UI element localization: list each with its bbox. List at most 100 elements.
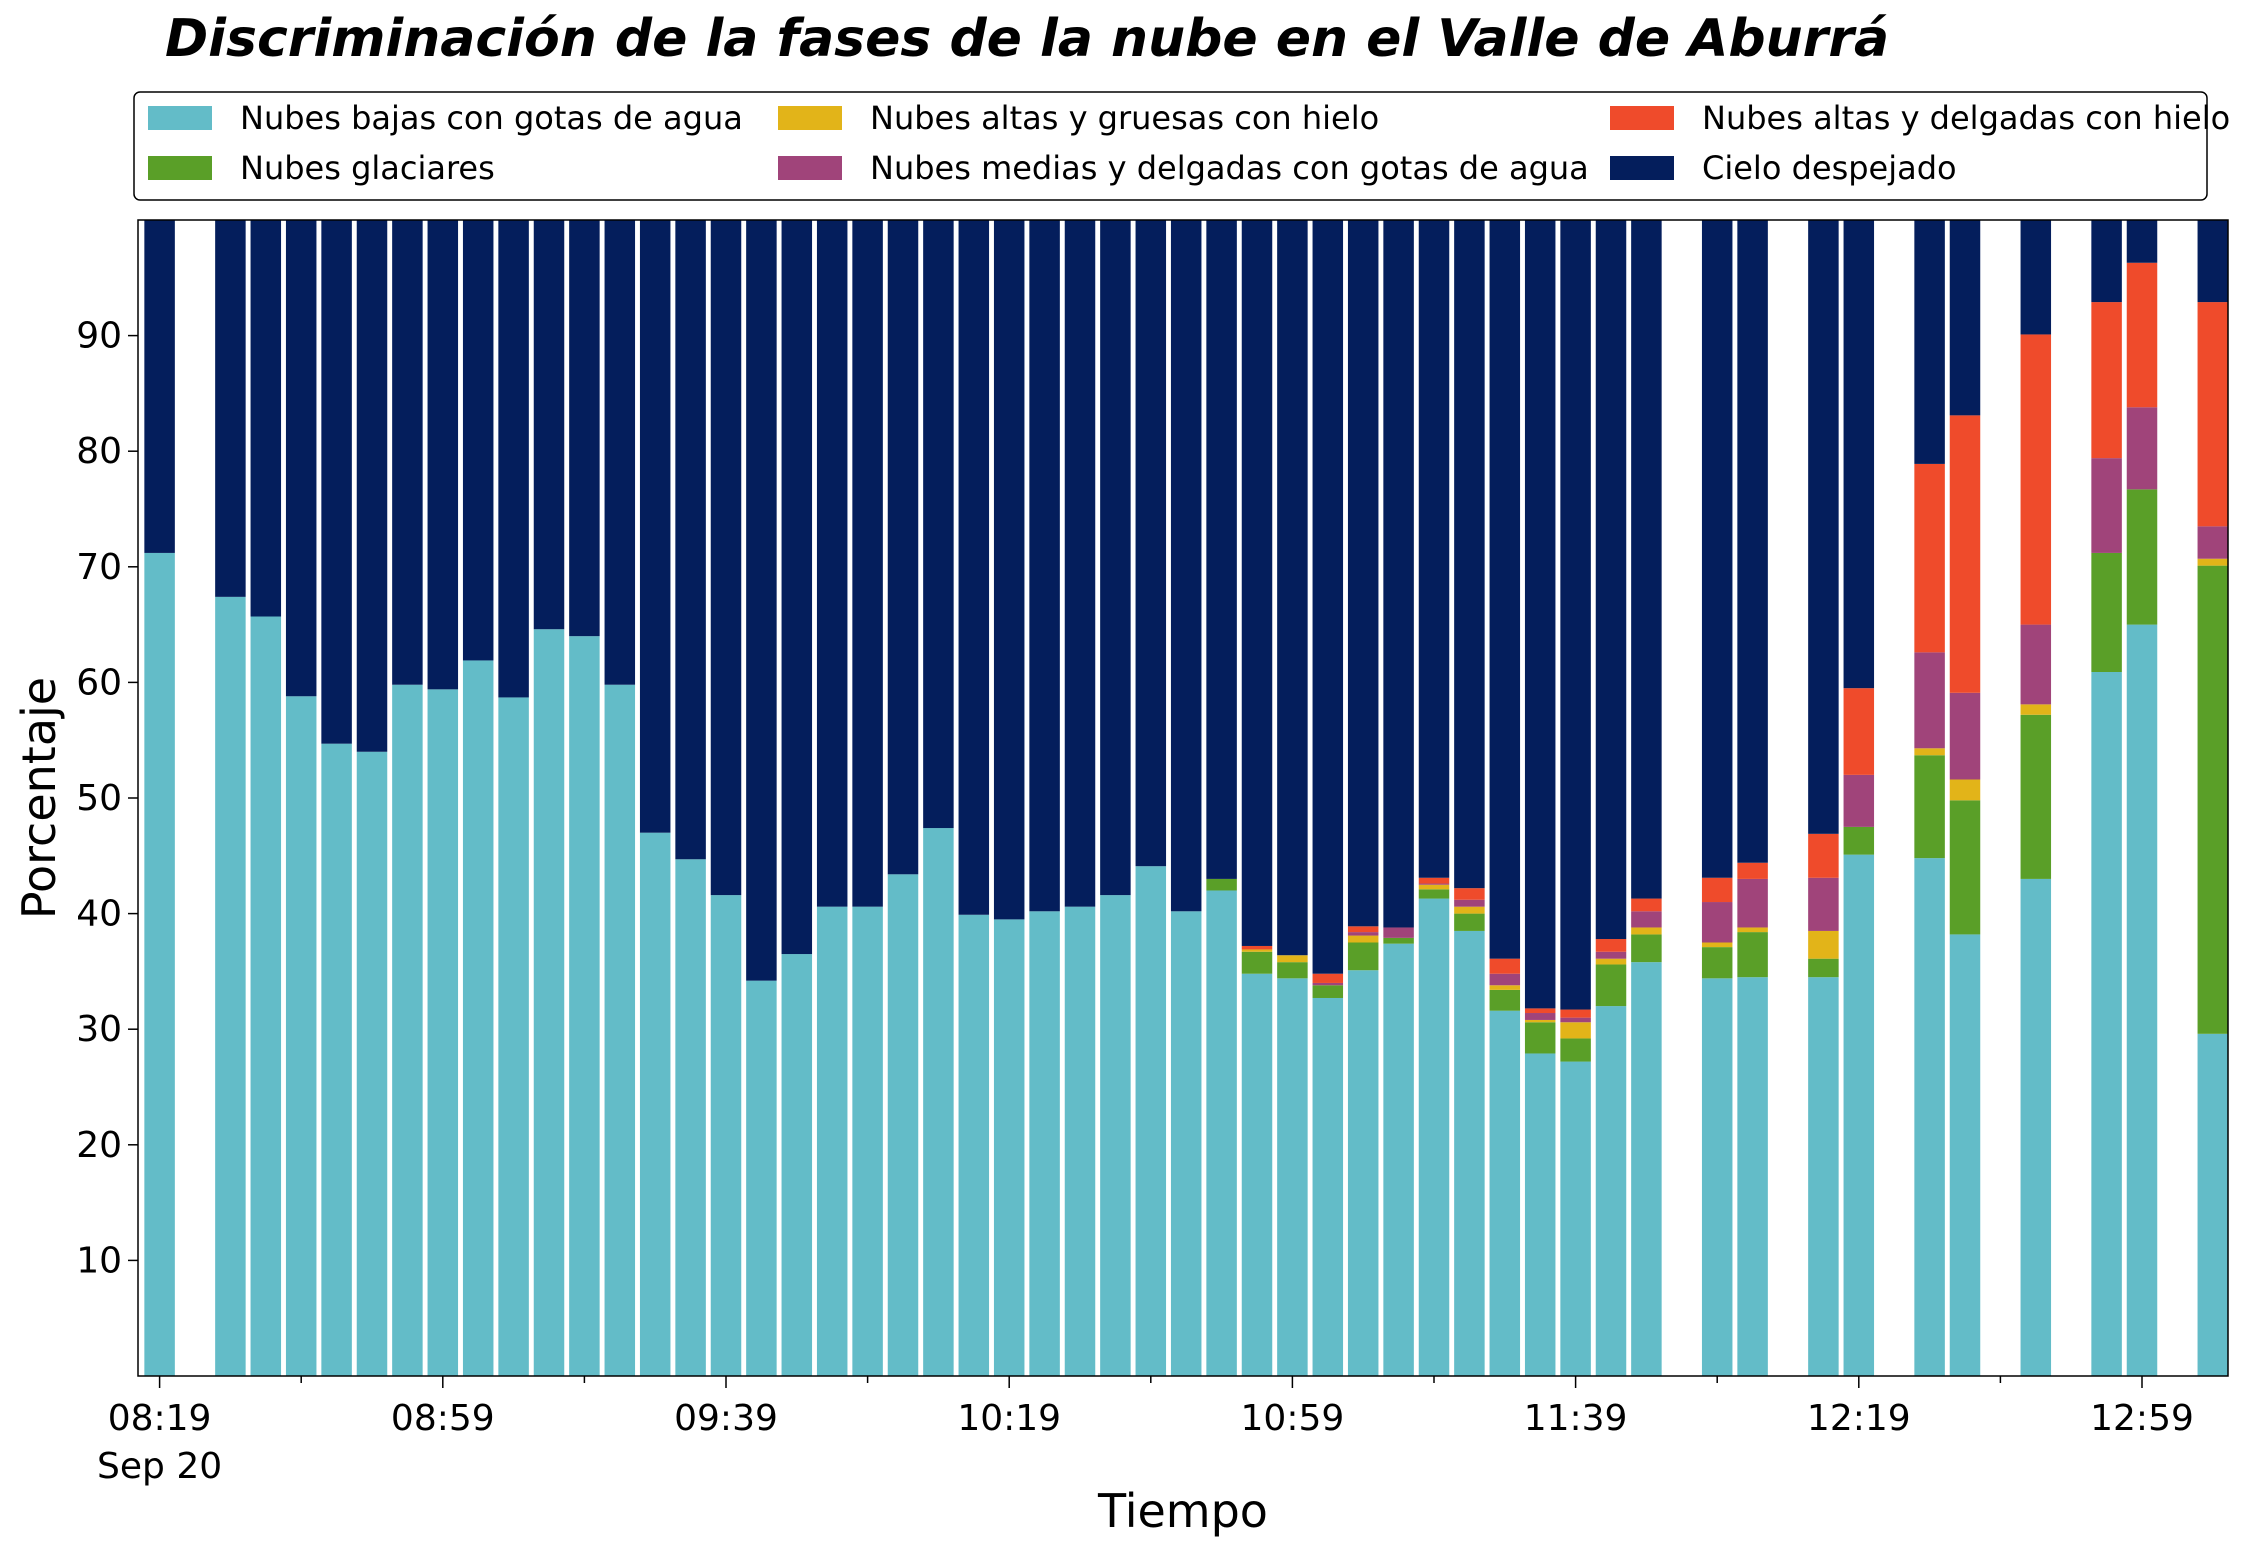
legend-label: Nubes medias y delgadas con gotas de agu…	[870, 149, 1589, 187]
bar-segment-glaciares	[2091, 552, 2122, 672]
y-tick-label: 80	[76, 431, 122, 472]
bar-segment-medias	[1595, 951, 1627, 959]
bar-segment-altas_delgadas	[1312, 973, 1344, 983]
bar-segment-bajas	[993, 919, 1025, 1376]
bar-segment-bajas	[1383, 943, 1414, 1376]
bar-segment-bajas	[1489, 1010, 1521, 1376]
bar-segment-despejado	[1737, 220, 1768, 863]
bar-segment-bajas	[1135, 866, 1167, 1376]
bar-segment-bajas	[2020, 878, 2052, 1376]
bar-segment-altas_delgadas	[1489, 958, 1521, 974]
bar-segment-bajas	[746, 980, 777, 1376]
bar-segment-despejado	[887, 220, 919, 875]
bar-segment-despejado	[462, 220, 494, 661]
bar-segment-despejado	[923, 220, 954, 829]
bar-segment-medias	[1489, 973, 1521, 986]
bar-segment-despejado	[1914, 220, 1945, 464]
bar-segment-bajas	[675, 859, 706, 1376]
bar-segment-despejado	[2197, 220, 2229, 303]
bar-segment-altas_gruesas	[1949, 779, 1981, 801]
bar-segment-medias	[1347, 932, 1379, 936]
bar-segment-glaciares	[2126, 489, 2158, 625]
legend-swatch	[778, 106, 842, 130]
bar-segment-bajas	[1241, 973, 1273, 1376]
bar-segment-bajas	[427, 689, 459, 1376]
bar-segment-glaciares	[1701, 947, 1733, 979]
bar-segment-bajas	[1170, 911, 1202, 1376]
bar-segment-altas_delgadas	[1631, 898, 1662, 912]
bar-segment-despejado	[250, 220, 282, 617]
bar-segment-altas_delgadas	[1843, 688, 1875, 775]
bar-segment-despejado	[215, 220, 246, 597]
legend: Nubes bajas con gotas de agua Nubes altas…	[133, 91, 2230, 201]
x-tick-label: 12:19	[1807, 1398, 1911, 1439]
bar-segment-bajas	[1347, 970, 1379, 1376]
bar-segment-despejado	[1701, 220, 1733, 878]
bar-segment-bajas	[958, 914, 990, 1376]
bar-segment-bajas	[887, 874, 919, 1376]
bar-segment-glaciares	[1241, 951, 1273, 974]
bar-segment-glaciares	[1489, 989, 1521, 1011]
bar-segment-medias	[1560, 1017, 1591, 1023]
x-axis-label: Tiempo	[1097, 1484, 1268, 1538]
bar-segment-glaciares	[1737, 932, 1768, 978]
bar-segment-glaciares	[1347, 942, 1379, 971]
bar-segment-altas_delgadas	[1914, 463, 1945, 653]
bar-segment-despejado	[675, 220, 706, 860]
bar-segment-medias	[1418, 883, 1450, 885]
bar-segment-despejado	[1277, 220, 1308, 956]
bar-segment-despejado	[1383, 220, 1414, 928]
bar-segment-bajas	[852, 906, 883, 1376]
bar-segment-altas_delgadas	[1737, 862, 1768, 879]
bar-segment-despejado	[1170, 220, 1202, 912]
legend-swatch	[1610, 106, 1674, 130]
bar-segment-despejado	[1029, 220, 1060, 912]
bar-segment-despejado	[710, 220, 742, 896]
y-tick-label: 60	[76, 662, 122, 703]
bar-segment-bajas	[923, 828, 954, 1376]
bar-segment-altas_delgadas	[1241, 945, 1273, 950]
bar-segment-despejado	[993, 220, 1025, 920]
bar-segment-bajas	[2091, 672, 2122, 1376]
y-axis-label: Porcentaje	[12, 677, 66, 919]
bar-segment-despejado	[852, 220, 883, 907]
x-tick-label: 12:59	[2090, 1398, 2194, 1439]
bar-segment-despejado	[1206, 220, 1237, 879]
bar-segment-bajas	[710, 895, 742, 1376]
bar-segment-altas_delgadas	[1701, 877, 1733, 903]
bar-segment-altas_gruesas	[1524, 1019, 1556, 1023]
y-tick-label: 50	[76, 778, 122, 819]
bar-segment-bajas	[1312, 997, 1344, 1376]
bar-segment-despejado	[1595, 220, 1627, 940]
legend-label: Nubes altas y delgadas con hielo	[1702, 99, 2230, 137]
bar-segment-bajas	[1808, 977, 1839, 1376]
bar-segment-glaciares	[2020, 714, 2052, 879]
bar-segment-glaciares	[1914, 755, 1945, 859]
bar-segment-bajas	[1737, 977, 1768, 1376]
bar-segment-altas_gruesas	[1631, 927, 1662, 935]
bar-segment-bajas	[1843, 854, 1875, 1376]
y-axis: 10 20 30 40 50 60 70 80 90	[76, 316, 138, 1281]
legend-frame	[133, 91, 2208, 201]
bar-segment-despejado	[781, 220, 813, 955]
x-tick-sublabel: Sep 20	[97, 1446, 222, 1487]
bar-segment-medias	[1454, 899, 1485, 907]
bar-segment-glaciares	[1277, 962, 1308, 979]
bar-segment-despejado	[1631, 220, 1662, 899]
bar-segment-glaciares	[2197, 565, 2229, 1034]
bar-segment-bajas	[250, 616, 282, 1376]
bar-segment-glaciares	[1206, 878, 1237, 891]
bar-segment-bajas	[1595, 1006, 1627, 1376]
legend-swatch	[778, 156, 842, 180]
legend-label: Nubes altas y gruesas con hielo	[870, 99, 1379, 137]
bar-segment-bajas	[1418, 898, 1450, 1376]
bar-segment-bajas	[1524, 1053, 1556, 1376]
bar-segment-despejado	[569, 220, 600, 637]
bar-segment-despejado	[1241, 220, 1273, 946]
bar-segment-despejado	[958, 220, 990, 915]
bar-segment-altas_gruesas	[1560, 1022, 1591, 1039]
bar-segment-altas_delgadas	[1347, 926, 1379, 933]
bar-segment-despejado	[1949, 220, 1981, 416]
bar-segment-glaciares	[1418, 889, 1450, 899]
